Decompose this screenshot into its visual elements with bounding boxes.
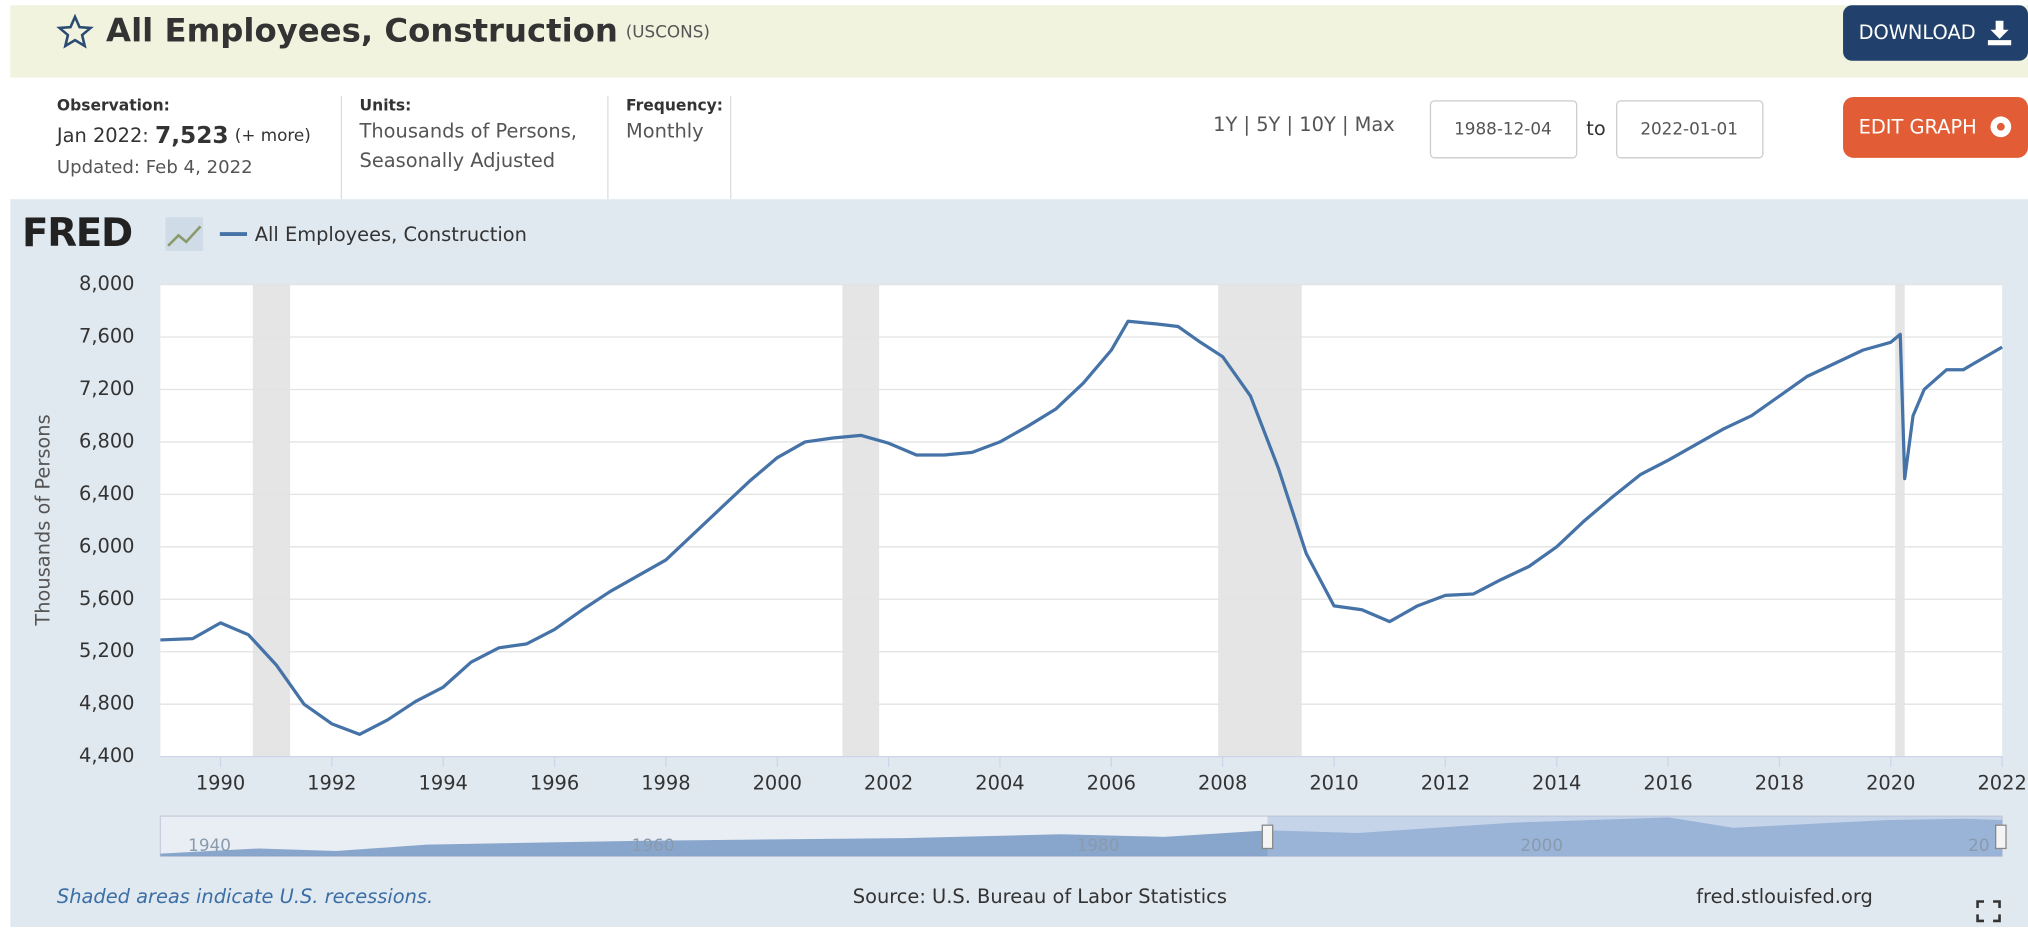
logo-icon	[165, 217, 204, 251]
y-tick-label: 8,000	[79, 272, 135, 295]
label: Frequency:	[626, 97, 723, 115]
x-tick-label: 2010	[1309, 771, 1358, 794]
logo-icon-line	[167, 225, 202, 247]
x-tick-label: 2004	[975, 771, 1024, 794]
info-row: Observation: Jan 2022: 7,523 (+ more) Up…	[56, 95, 2028, 200]
header-bar	[10, 5, 2028, 78]
y-tick-label: 4,400	[79, 744, 135, 767]
observation: Jan 2022: 7,523 (+ more)	[56, 121, 311, 148]
site: fred.stlouisfed.org	[1696, 885, 1873, 908]
gear-hole	[1996, 122, 2005, 131]
units: Seasonally Adjusted	[360, 149, 556, 172]
x-tick-label: 2020	[1866, 771, 1915, 794]
y-tick-label: 4,800	[79, 692, 135, 715]
navigator-handle[interactable]	[1261, 824, 1274, 850]
start-date: 1988-12-04	[1454, 118, 1552, 138]
x-tick-label: 2016	[1643, 771, 1692, 794]
legend-label: All Employees, Construction	[255, 223, 527, 246]
button-label: DOWNLOAD	[1859, 21, 1976, 44]
fred-logo: FRED	[22, 211, 132, 256]
x-tick-label: 1996	[530, 771, 579, 794]
x-tick-label: 1992	[307, 771, 356, 794]
y-tick-label: 6,800	[79, 429, 135, 452]
title: All Employees, Construction (USCONS)	[106, 11, 710, 49]
download-icon	[1987, 20, 2012, 46]
end-date-input[interactable]	[1616, 100, 1764, 159]
navigator-label: 2000	[1520, 835, 1563, 855]
navigator-selection	[1267, 816, 2003, 857]
series-id: (USCONS)	[626, 21, 710, 41]
y-tick-label: 7,200	[79, 377, 135, 400]
start-date-input[interactable]	[1429, 100, 1578, 159]
fullscreen-icon[interactable]	[1976, 900, 2001, 923]
range-links[interactable]: 1Y | 5Y | 10Y | Max	[1213, 113, 1395, 136]
x-tick-label: 2018	[1755, 771, 1804, 794]
y-tick-label: 7,600	[79, 325, 135, 348]
plot: 4,400 4,800 5,200 5,600 6,000 6,400 6,800 7,200…	[79, 272, 2027, 794]
x-tick-label: 1990	[196, 771, 245, 794]
x-tick-label: 2002	[864, 771, 913, 794]
button-bg	[1843, 5, 2028, 61]
series-line	[160, 319, 2003, 736]
y-tick-label: 6,400	[79, 482, 135, 505]
navigator-handle[interactable]	[1995, 824, 2007, 850]
navigator-label: 20	[1968, 835, 1989, 855]
frequency: Monthly	[626, 119, 704, 142]
recession-band	[1895, 284, 1905, 757]
label: Observation:	[57, 97, 170, 115]
x-tick-label: 2012	[1421, 771, 1470, 794]
title-text: All Employees, Construction	[106, 11, 618, 49]
star-icon[interactable]	[56, 13, 94, 49]
obs-value: 7,523	[155, 121, 229, 148]
units: Thousands of Persons,	[359, 119, 577, 142]
recession-band	[1218, 284, 1302, 757]
button-label: EDIT GRAPH	[1859, 116, 1977, 139]
x-tick-label: 2008	[1198, 771, 1247, 794]
button-bg	[1843, 97, 2028, 158]
x-tick-label: 1994	[419, 771, 468, 794]
x-tick-label: 1998	[641, 771, 690, 794]
y-axis-label: Thousands of Persons	[31, 414, 54, 626]
navigator[interactable]	[159, 815, 2007, 857]
navigator-labels: 1940 1960 1980 2000 20	[188, 835, 1989, 855]
more-link[interactable]: (+ more)	[235, 125, 311, 145]
navigator-label: 1980	[1077, 835, 1120, 855]
edit-graph-button[interactable]: EDIT GRAPH	[1843, 97, 2028, 158]
download-button[interactable]: DOWNLOAD	[1843, 5, 2028, 61]
x-tick-label: 2000	[753, 771, 802, 794]
label: Units:	[360, 97, 412, 115]
recession-band	[842, 284, 880, 757]
navigator-label: 1960	[632, 835, 675, 855]
to-label: to	[1586, 117, 1605, 140]
x-tick-label: 2006	[1087, 771, 1136, 794]
recession-note: Shaded areas indicate U.S. recessions.	[57, 885, 433, 908]
updated: Updated: Feb 4, 2022	[57, 157, 253, 178]
y-tick-label: 6,000	[79, 534, 135, 557]
recession-band	[252, 284, 291, 757]
end-date: 2022-01-01	[1640, 118, 1738, 138]
x-tick-label: 2022	[1977, 771, 2026, 794]
x-tick-label: 2014	[1532, 771, 1581, 794]
source: Source: U.S. Bureau of Labor Statistics	[853, 885, 1227, 908]
navigator-label: 1940	[188, 835, 231, 855]
plot-area	[160, 284, 2003, 757]
y-tick-label: 5,600	[79, 587, 135, 610]
obs-date: Jan 2022:	[56, 123, 149, 146]
y-tick-label: 5,200	[79, 639, 135, 662]
